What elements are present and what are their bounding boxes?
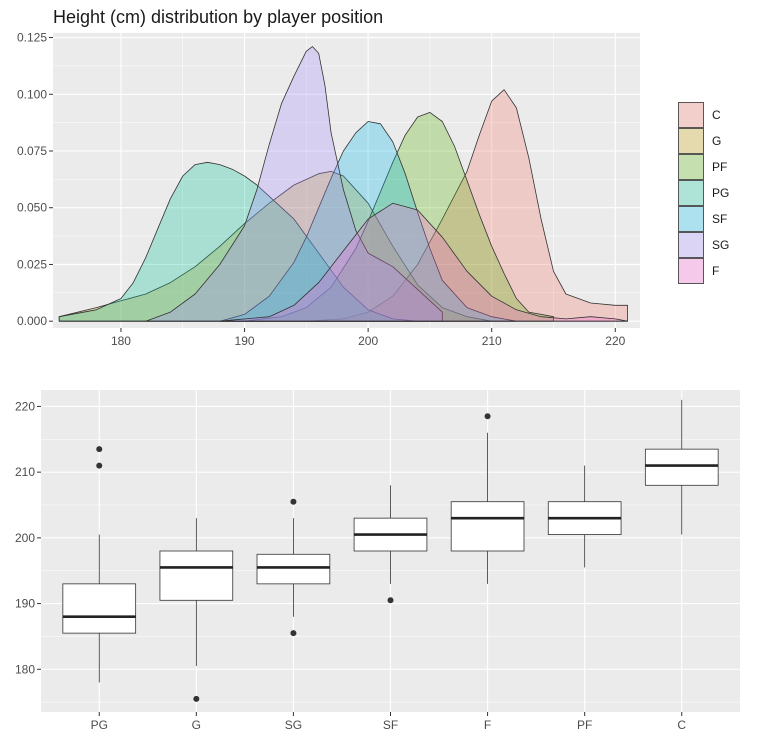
box-c — [644, 399, 719, 535]
legend-key — [678, 102, 704, 128]
boxplot-y-tick-label: 180 — [15, 662, 35, 676]
density-chart-title: Height (cm) distribution by player posit… — [53, 7, 383, 27]
box-outlier-point — [290, 498, 297, 505]
boxplot-x-tick-label: PG — [91, 718, 108, 732]
legend-key-background — [678, 128, 704, 154]
legend-key — [678, 206, 704, 232]
box-iqr — [62, 583, 137, 634]
box-pf — [547, 465, 622, 568]
box-iqr — [644, 448, 719, 486]
density-y-tick-label: 0.050 — [17, 201, 47, 215]
boxplot-chart: PG G SG SF F PF C 180 190 200 210 220 — [15, 390, 740, 732]
boxplot-boxes-group — [62, 399, 719, 702]
legend-label: SF — [712, 212, 727, 226]
boxplot-y-tick-label: 210 — [15, 465, 35, 479]
box-outlier-point — [290, 630, 297, 637]
legend-entry-c: C — [678, 102, 721, 128]
boxplot-x-tick-label: SG — [285, 718, 302, 732]
density-area-sf — [219, 121, 517, 322]
box-outlier-point — [484, 413, 491, 420]
density-series-group — [58, 46, 628, 322]
density-x-tick-label: 210 — [482, 334, 502, 348]
legend-label: PG — [712, 186, 729, 200]
box-iqr — [159, 550, 234, 601]
legend-label: F — [712, 264, 719, 278]
legend-key — [678, 258, 704, 284]
boxplot-x-tick-label: PF — [577, 718, 592, 732]
density-area-sg — [145, 46, 443, 322]
boxplot-y-tick-label: 190 — [15, 597, 35, 611]
legend-key-background — [678, 102, 704, 128]
density-x-tick-label: 200 — [358, 334, 378, 348]
legend-key — [678, 180, 704, 206]
density-legend: CG PF PG SF SG F — [678, 102, 729, 284]
legend-key — [678, 128, 704, 154]
boxplot-x-ticks: PG G SG SF F PF C — [91, 712, 686, 732]
legend-key-background — [678, 154, 704, 180]
legend-label: SG — [712, 238, 729, 252]
density-y-tick-label: 0.125 — [17, 31, 47, 45]
density-area-pf — [244, 112, 554, 322]
box-f — [450, 413, 525, 584]
legend-key — [678, 232, 704, 258]
box-outlier-point — [193, 695, 200, 702]
legend-key-background — [678, 206, 704, 232]
box-outlier-point — [387, 597, 394, 604]
box-outlier-point — [96, 446, 103, 453]
boxplot-y-tick-label: 200 — [15, 531, 35, 545]
boxplot-y-tick-label: 220 — [15, 399, 35, 413]
density-y-tick-label: 0.075 — [17, 144, 47, 158]
legend-entry-pg: PG — [678, 180, 729, 206]
legend-key-background — [678, 232, 704, 258]
boxplot-x-tick-label: C — [677, 718, 686, 732]
legend-entry-g: G — [678, 128, 721, 154]
boxplot-x-tick-label: G — [192, 718, 201, 732]
box-g — [159, 518, 234, 702]
density-chart: 180 190 200 210 220 0.000 0.025 0.050 0.075 0.10… — [17, 7, 729, 348]
legend-entry-f: F — [678, 258, 719, 284]
boxplot-x-tick-label: F — [484, 718, 491, 732]
legend-label: PF — [712, 160, 727, 174]
legend-label: C — [712, 108, 721, 122]
density-area-g — [58, 171, 493, 322]
box-sg — [256, 498, 331, 637]
legend-entry-sf: SF — [678, 206, 727, 232]
legend-entry-sg: SG — [678, 232, 729, 258]
boxplot-x-tick-label: SF — [383, 718, 398, 732]
boxplot-y-ticks: 180 190 200 210 220 — [15, 399, 41, 676]
legend-key-background — [678, 180, 704, 206]
density-y-tick-label: 0.100 — [17, 87, 47, 101]
density-y-tick-label: 0.025 — [17, 257, 47, 271]
density-y-ticks: 0.000 0.025 0.050 0.075 0.100 0.125 — [17, 31, 53, 328]
box-iqr — [256, 553, 331, 585]
box-pg — [62, 446, 137, 683]
box-outlier-point — [96, 462, 103, 469]
legend-entry-pf: PF — [678, 154, 727, 180]
density-plot-background — [53, 33, 640, 328]
legend-key — [678, 154, 704, 180]
density-x-tick-label: 190 — [235, 334, 255, 348]
density-area-pg — [58, 161, 418, 322]
box-iqr — [450, 501, 525, 552]
density-x-ticks: 180 190 200 210 220 — [111, 328, 626, 348]
legend-label: G — [712, 134, 721, 148]
density-area-f — [219, 202, 628, 322]
density-y-tick-label: 0.000 — [17, 314, 47, 328]
density-x-tick-label: 180 — [111, 334, 131, 348]
density-x-tick-label: 220 — [605, 334, 625, 348]
box-sf — [353, 485, 428, 604]
legend-key-background — [678, 258, 704, 284]
